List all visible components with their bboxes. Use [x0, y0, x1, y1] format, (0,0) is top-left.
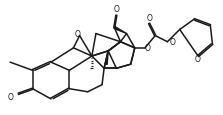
Text: O: O — [169, 38, 175, 47]
Text: O: O — [145, 44, 151, 53]
Polygon shape — [114, 27, 127, 34]
Polygon shape — [105, 52, 108, 65]
Text: O: O — [146, 14, 152, 23]
Text: O: O — [75, 30, 81, 39]
Text: O: O — [194, 54, 200, 63]
Circle shape — [106, 49, 111, 54]
Text: O: O — [114, 4, 119, 13]
Text: O: O — [7, 93, 13, 102]
